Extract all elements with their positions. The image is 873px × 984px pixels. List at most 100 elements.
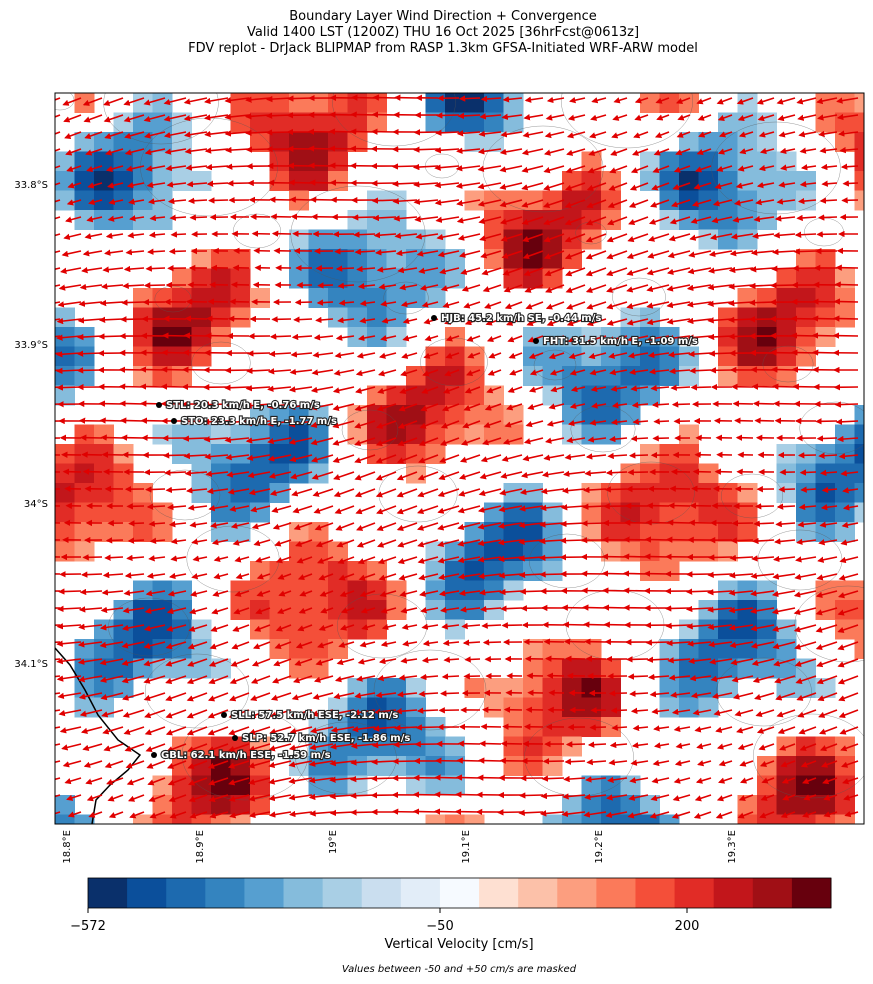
wind-arrow (129, 811, 145, 819)
wind-arrow (87, 182, 103, 189)
field-cell (250, 424, 270, 445)
wind-arrow (167, 197, 187, 205)
title-line: Valid 1400 LST (1200Z) THU 16 Oct 2025 [… (247, 25, 639, 40)
wind-arrow (664, 605, 691, 612)
field-cell (289, 93, 309, 113)
footer-note: Values between -50 and +50 cm/s are mask… (342, 964, 577, 975)
field-cell (367, 307, 387, 328)
wind-arrow (606, 233, 628, 243)
wind-arrow (165, 658, 187, 667)
wind-arrow (565, 284, 586, 293)
contour (191, 341, 251, 385)
wind-arrow (99, 299, 124, 307)
field-cell (640, 444, 660, 464)
wind-arrow (794, 573, 817, 581)
wind-arrow (434, 199, 460, 206)
wind-arrow (455, 165, 481, 172)
wind-arrow (415, 724, 439, 731)
wind-arrow (582, 503, 607, 510)
wind-arrow (478, 488, 502, 497)
field-cell (133, 288, 153, 308)
field-cell (815, 814, 836, 824)
wind-arrow (622, 570, 649, 577)
wind-arrow (67, 182, 82, 189)
wind-arrow (145, 590, 166, 597)
field-cell (172, 775, 192, 796)
wind-arrow (166, 607, 187, 615)
wind-arrow (653, 725, 670, 732)
field-cell (698, 463, 719, 484)
field-cell (55, 385, 75, 406)
wind-arrow (56, 384, 82, 391)
wind-arrow (697, 760, 712, 767)
wind-arrow (209, 641, 229, 650)
wind-arrow (585, 453, 607, 460)
wind-arrow (47, 829, 60, 833)
field-cell (347, 93, 368, 113)
wind-arrow (289, 810, 313, 818)
field-cell (55, 541, 75, 562)
field-cell (94, 522, 114, 542)
field-cell (679, 619, 699, 640)
contour (570, 405, 636, 453)
field-cell (269, 112, 290, 133)
field-cell (191, 307, 212, 328)
wind-arrow (146, 760, 166, 769)
wind-arrow (60, 267, 82, 274)
field-cell (854, 619, 864, 640)
contour (533, 349, 577, 381)
wind-arrow (673, 777, 691, 784)
wind-arrow (329, 162, 355, 169)
wind-arrow (770, 282, 796, 289)
wind-arrow (317, 282, 334, 289)
field-cell (308, 93, 329, 113)
wind-arrow (105, 537, 124, 544)
field-cell (211, 327, 231, 347)
wind-arrow (667, 250, 691, 259)
wind-arrow (461, 622, 481, 630)
wind-arrow (334, 248, 355, 255)
field-cell (230, 483, 251, 503)
wind-arrow (606, 267, 628, 277)
field-cell (133, 210, 153, 230)
field-cell (152, 522, 173, 542)
wind-arrow (79, 709, 103, 717)
wind-arrow (443, 656, 460, 663)
wind-arrow (739, 777, 754, 784)
wind-arrow (272, 675, 292, 684)
field-cell (815, 93, 836, 113)
field-cell (679, 444, 699, 464)
field-cell (308, 229, 329, 250)
wind-arrow (225, 146, 250, 154)
field-cell (211, 249, 231, 269)
field-cell (737, 619, 758, 640)
wind-arrow (487, 369, 502, 376)
field-cell (55, 190, 75, 211)
colorbar-segment (752, 878, 793, 908)
wind-arrow (629, 690, 649, 697)
field-cell (835, 307, 855, 328)
field-cell (562, 249, 582, 269)
wind-arrow (656, 114, 670, 121)
wind-arrow (632, 724, 649, 732)
field-cell (737, 580, 758, 601)
field-cell (74, 171, 95, 191)
wind-arrow (169, 572, 187, 580)
colorbar-segment (127, 878, 167, 908)
wind-arrow (312, 351, 334, 359)
wind-arrow (88, 811, 103, 818)
wind-arrow (124, 148, 145, 156)
wind-arrow (811, 349, 838, 356)
field-cell (542, 268, 563, 289)
field-cell (308, 444, 329, 464)
wind-arrow (354, 488, 376, 498)
wind-arrow (521, 165, 544, 173)
field-cell (425, 756, 446, 776)
field-cell (74, 463, 95, 484)
field-cell (172, 327, 192, 347)
wind-arrow (739, 760, 754, 767)
field-cell (152, 346, 173, 367)
wind-arrow (772, 248, 796, 256)
wind-arrow (838, 573, 859, 581)
station-dot (151, 752, 157, 758)
